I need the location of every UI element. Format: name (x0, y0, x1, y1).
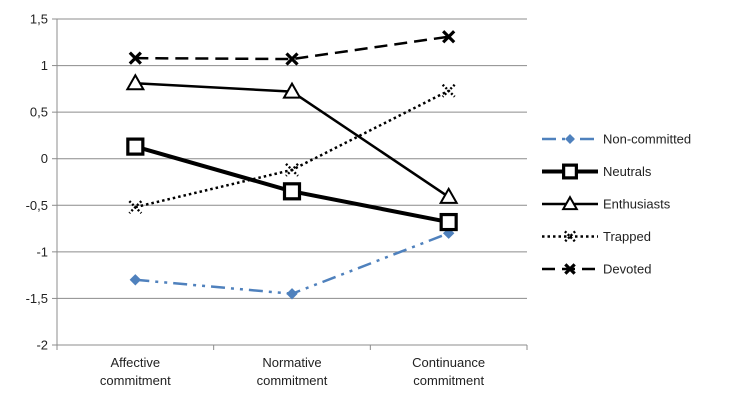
legend-marker (564, 263, 576, 275)
series-enthusiasts (125, 73, 459, 204)
y-tick-label: 1 (41, 58, 48, 73)
data-point (442, 30, 456, 44)
data-point (128, 200, 143, 214)
series-neutrals (126, 137, 458, 232)
data-point (286, 288, 298, 300)
legend-marker (561, 195, 579, 211)
data-point (285, 163, 299, 177)
legend-marker (564, 230, 576, 243)
data-point (285, 52, 299, 66)
y-tick-label: -2 (36, 338, 48, 353)
y-axis-ticks: 1,5 1 0,5 0 -0,5 -1 -1,5 -2 (26, 12, 48, 353)
y-tick-label: -1,5 (26, 291, 48, 306)
series-line (135, 35, 449, 61)
legend-label: Neutrals (603, 164, 652, 179)
series-non-committed (129, 227, 455, 300)
legend-item-devoted: Devoted (542, 262, 651, 277)
data-point (439, 212, 458, 232)
x-category-label: Normative commitment (257, 355, 328, 388)
legend-label: Devoted (603, 262, 651, 277)
data-point (128, 51, 142, 65)
data-point (282, 182, 302, 201)
x-category-label: Affective commitment (100, 355, 171, 388)
series-line (135, 82, 450, 198)
data-point (438, 186, 459, 204)
legend-marker (565, 134, 575, 144)
series-group (125, 30, 459, 300)
y-tick-label: -1 (36, 244, 48, 259)
legend-label: Non-committed (603, 132, 691, 147)
legend-item-trapped: Trapped (542, 229, 651, 244)
x-category-label: Continuance commitment (412, 355, 485, 388)
series-trapped (128, 83, 456, 214)
y-tick-label: -0,5 (26, 198, 48, 213)
series-line (135, 232, 450, 296)
legend-marker (562, 163, 578, 180)
legend: Non-committed Neutrals Enthusiasts Trapped D… (542, 132, 691, 277)
legend-label: Trapped (603, 229, 651, 244)
x-axis-categories: Affective commitment Normative commitment Co… (100, 355, 485, 388)
legend-item-enthusiasts: Enthusiasts (542, 195, 671, 212)
y-tick-label: 0,5 (30, 105, 48, 120)
legend-item-neutrals: Neutrals (542, 163, 652, 180)
data-point (129, 274, 142, 286)
legend-label: Enthusiasts (603, 197, 671, 212)
y-tick-label: 0 (41, 151, 48, 166)
legend-item-non-committed: Non-committed (542, 132, 691, 147)
data-point (441, 83, 456, 98)
data-point (282, 81, 302, 99)
series-devoted (128, 30, 456, 66)
data-point (126, 137, 145, 156)
y-tick-label: 1,5 (30, 12, 48, 27)
data-point (125, 73, 146, 91)
